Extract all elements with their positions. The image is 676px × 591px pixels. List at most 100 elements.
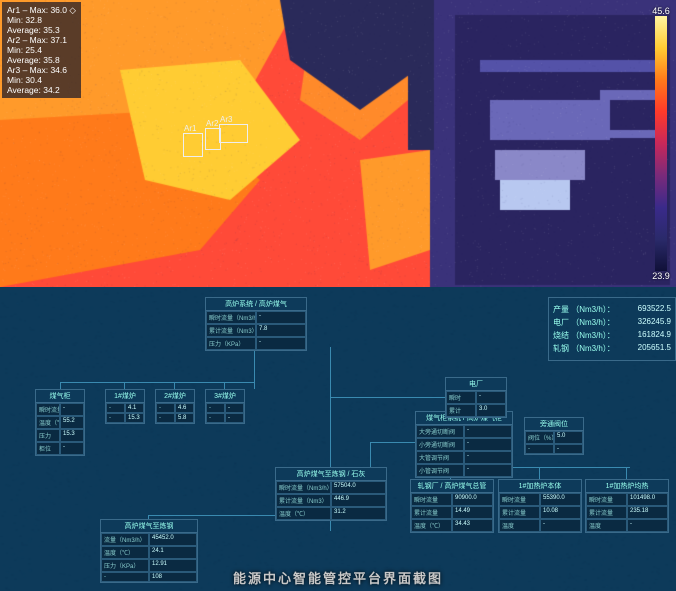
node-cell: - — [525, 444, 554, 454]
node-title: 1#煤炉 — [106, 390, 144, 403]
node-cell: - — [464, 451, 512, 464]
node-cell: - — [156, 403, 175, 413]
node-cell: - — [60, 403, 84, 416]
thermal-stat-row: Min: 32.8 — [7, 15, 76, 25]
node-cell: 温度（℃） — [101, 546, 149, 559]
node-cell: 瞬时流量 — [499, 493, 540, 506]
flow-node[interactable]: 煤气柜系统 / 高炉煤气柜大旁通切断阀-小旁通切断阀-大管调节阀-小管调节阀- — [415, 411, 513, 478]
thermal-stat-row: Average: 34.2 — [7, 85, 76, 95]
thermal-stat-row: Average: 35.8 — [7, 55, 76, 65]
node-cell: 温度（℃） — [411, 519, 452, 532]
node-cell: 压力 — [36, 429, 60, 442]
node-cell: 瞬时流量（Nm3/h） — [206, 311, 256, 324]
node-cell: - — [554, 444, 583, 454]
node-cell: 24.1 — [149, 546, 197, 559]
node-cell: 柜位 — [36, 442, 60, 455]
node-title: 1#加热炉本体 — [499, 480, 581, 493]
node-cell: - — [206, 403, 225, 413]
node-cell: 累计流量（Nm3） — [206, 324, 256, 337]
flow-node[interactable]: 高炉煤气至炼钢 / 石灰瞬时流量（Nm3/h）57504.0累计流量（Nm3）4… — [275, 467, 387, 521]
flow-node[interactable]: 轧钢厂 / 高炉煤气总管瞬时流量90900.0累计流量14.49温度（℃）34.… — [410, 479, 494, 533]
node-cell: - — [206, 413, 225, 423]
colorbar-max-label: 45.6 — [652, 6, 670, 16]
node-cell: 累计流量 — [499, 506, 540, 519]
flow-edge — [370, 442, 371, 467]
flow-node[interactable]: 旁通阀位阀位（%）5.0-- — [524, 417, 584, 455]
node-cell: 90900.0 — [452, 493, 493, 506]
node-cell: 57504.0 — [331, 481, 386, 494]
scada-caption: 能源中心智能管控平台界面截图 — [233, 568, 443, 587]
node-cell: 446.9 — [331, 494, 386, 507]
node-cell: - — [627, 519, 668, 532]
thermal-stat-row: Min: 30.4 — [7, 75, 76, 85]
node-title: 2#煤炉 — [156, 390, 194, 403]
flow-edge — [330, 347, 331, 467]
node-title: 轧钢厂 / 高炉煤气总管 — [411, 480, 493, 493]
node-cell: 15.3 — [60, 429, 84, 442]
node-cell: - — [225, 403, 244, 413]
node-cell: 14.49 — [452, 506, 493, 519]
flow-edge — [330, 397, 460, 398]
node-cell: - — [101, 572, 149, 582]
node-title: 煤气柜 — [36, 390, 84, 403]
thermal-image-panel: Ar1 – Max: 36.0 ◇Min: 32.8Average: 35.3A… — [0, 0, 676, 287]
node-cell: - — [464, 425, 512, 438]
flow-node[interactable]: 1#加热炉本体瞬时流量55390.0累计流量10.08温度- — [498, 479, 582, 533]
scada-flow-panel: 产量 （Nm3/h）：693522.5电厂 （Nm3/h）：326245.9烧结… — [0, 287, 676, 591]
node-cell: 5.0 — [554, 431, 583, 444]
thermal-roi[interactable]: Ar1 — [183, 133, 203, 157]
node-cell: 大管调节阀 — [416, 451, 464, 464]
node-cell: 大旁通切断阀 — [416, 425, 464, 438]
node-title: 高炉煤气至炼钢 — [101, 520, 197, 533]
flow-edge — [224, 382, 225, 389]
thermal-canvas — [0, 0, 676, 287]
flow-node[interactable]: 1#加热炉均热瞬时流量101498.0累计流量235.18温度- — [585, 479, 669, 533]
node-cell: 温度 — [499, 519, 540, 532]
node-cell: - — [464, 464, 512, 477]
node-cell: 瞬时流量 — [411, 493, 452, 506]
node-cell: 3.0 — [476, 404, 506, 417]
flow-node[interactable]: 电厂瞬时-累计3.0 — [445, 377, 507, 418]
flow-edge — [174, 382, 175, 389]
node-title: 高炉系统 / 高炉煤气 — [206, 298, 306, 311]
flow-edge — [370, 442, 415, 443]
node-title: 旁通阀位 — [525, 418, 583, 431]
flow-node[interactable]: 煤气柜瞬时流量-温度（℃）55.2压力15.3柜位- — [35, 389, 85, 456]
node-cell: 45452.0 — [149, 533, 197, 546]
thermal-roi[interactable]: Ar3 — [219, 124, 248, 143]
flow-node[interactable]: 高炉煤气至炼钢流量（Nm3/h）45452.0温度（℃）24.1压力（KPa）1… — [100, 519, 198, 583]
summary-row: 电厂 （Nm3/h）：326245.9 — [553, 317, 671, 328]
thermal-colorbar: 45.6 23.9 — [652, 6, 670, 281]
flow-node[interactable]: 1#煤炉-4.1-15.3 — [105, 389, 145, 424]
node-cell: 小管调节阀 — [416, 464, 464, 477]
summary-row: 产量 （Nm3/h）：693522.5 — [553, 304, 671, 315]
thermal-stat-row: Ar2 – Max: 37.1 — [7, 35, 76, 45]
flow-node[interactable]: 2#煤炉-4.6-5.8 — [155, 389, 195, 424]
thermal-stat-row: Min: 25.4 — [7, 45, 76, 55]
node-cell: 温度 — [586, 519, 627, 532]
thermal-stats-overlay: Ar1 – Max: 36.0 ◇Min: 32.8Average: 35.3A… — [2, 2, 81, 98]
node-cell: - — [256, 337, 306, 350]
node-cell: - — [464, 438, 512, 451]
thermal-stat-row: Ar3 – Max: 34.6 — [7, 65, 76, 75]
flow-node[interactable]: 高炉系统 / 高炉煤气瞬时流量（Nm3/h）-累计流量（Nm3）7.8压力（KP… — [205, 297, 307, 351]
node-cell: 4.1 — [125, 403, 144, 413]
node-cell: 瞬时流量（Nm3/h） — [276, 481, 331, 494]
flow-node[interactable]: 3#煤炉---- — [205, 389, 245, 424]
node-cell: 累计流量（Nm3） — [276, 494, 331, 507]
node-title: 高炉煤气至炼钢 / 石灰 — [276, 468, 386, 481]
node-cell: 235.18 — [627, 506, 668, 519]
node-cell: 累计 — [446, 404, 476, 417]
roi-label: Ar3 — [220, 115, 232, 124]
flow-edge — [626, 467, 627, 479]
node-cell: 瞬时流量 — [36, 403, 60, 416]
node-cell: 压力（KPa） — [206, 337, 256, 350]
node-cell: 压力（KPa） — [101, 559, 149, 572]
node-cell: 4.6 — [175, 403, 194, 413]
node-title: 1#加热炉均热 — [586, 480, 668, 493]
node-cell: 7.8 — [256, 324, 306, 337]
node-cell: 12.91 — [149, 559, 197, 572]
node-cell: - — [256, 311, 306, 324]
node-cell: 阀位（%） — [525, 431, 554, 444]
node-cell: 瞬时 — [446, 391, 476, 404]
